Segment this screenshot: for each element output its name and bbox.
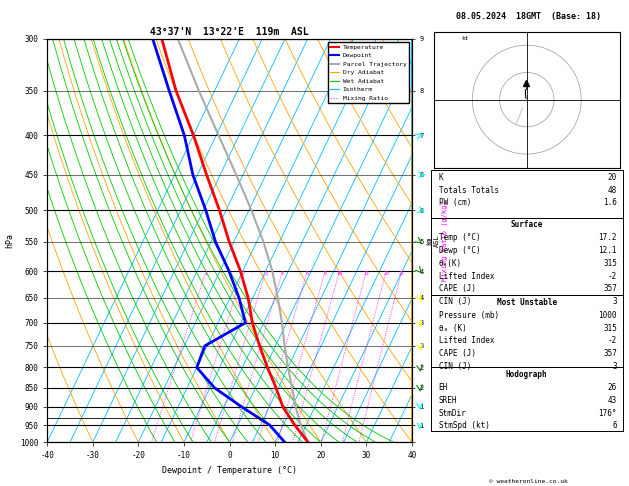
- Text: 3: 3: [264, 271, 267, 276]
- Text: K: K: [438, 173, 443, 182]
- Text: CIN (J): CIN (J): [438, 297, 471, 306]
- Text: Hodograph: Hodograph: [506, 370, 548, 379]
- Text: Lifted Index: Lifted Index: [438, 272, 494, 280]
- Text: CIN (J): CIN (J): [438, 362, 471, 371]
- Text: EH: EH: [438, 383, 448, 392]
- Text: 1000: 1000: [598, 311, 617, 320]
- Text: 4: 4: [281, 271, 284, 276]
- Text: Totals Totals: Totals Totals: [438, 186, 499, 194]
- Text: Lifted Index: Lifted Index: [438, 336, 494, 346]
- Text: Pressure (mb): Pressure (mb): [438, 311, 499, 320]
- Text: 26: 26: [608, 383, 617, 392]
- Text: Temp (°C): Temp (°C): [438, 233, 480, 242]
- Text: PW (cm): PW (cm): [438, 198, 471, 208]
- Bar: [431, 170, 623, 218]
- Text: 8: 8: [324, 271, 326, 276]
- Bar: [431, 218, 623, 295]
- Text: SREH: SREH: [438, 396, 457, 405]
- Text: 15: 15: [364, 271, 369, 276]
- Text: -2: -2: [608, 336, 617, 346]
- Text: 1: 1: [204, 271, 208, 276]
- Text: 2: 2: [242, 271, 244, 276]
- Text: 357: 357: [603, 284, 617, 294]
- Text: 20: 20: [383, 271, 389, 276]
- Text: Most Unstable: Most Unstable: [497, 298, 557, 307]
- Text: 176°: 176°: [598, 409, 617, 417]
- Y-axis label: hPa: hPa: [5, 233, 14, 248]
- Text: θₑ(K): θₑ(K): [438, 259, 462, 268]
- Text: 315: 315: [603, 259, 617, 268]
- Text: 1.6: 1.6: [603, 198, 617, 208]
- Text: © weatheronline.co.uk: © weatheronline.co.uk: [489, 479, 568, 484]
- Text: 48: 48: [608, 186, 617, 194]
- Text: 20: 20: [608, 173, 617, 182]
- Text: 3: 3: [612, 362, 617, 371]
- Text: 357: 357: [603, 349, 617, 358]
- Bar: [431, 295, 623, 367]
- Text: θₑ (K): θₑ (K): [438, 324, 466, 332]
- Text: Mixing Ratio (g/kg): Mixing Ratio (g/kg): [441, 200, 448, 281]
- Text: 25: 25: [399, 271, 404, 276]
- Bar: [431, 367, 623, 432]
- Legend: Temperature, Dewpoint, Parcel Trajectory, Dry Adiabat, Wet Adiabat, Isotherm, Mi: Temperature, Dewpoint, Parcel Trajectory…: [328, 42, 409, 104]
- Text: -2: -2: [608, 272, 617, 280]
- Text: StmDir: StmDir: [438, 409, 466, 417]
- Text: StmSpd (kt): StmSpd (kt): [438, 421, 489, 430]
- Text: 315: 315: [603, 324, 617, 332]
- Text: CAPE (J): CAPE (J): [438, 349, 476, 358]
- Text: 3: 3: [612, 297, 617, 306]
- Text: kt: kt: [462, 36, 469, 41]
- Text: CAPE (J): CAPE (J): [438, 284, 476, 294]
- Text: 43: 43: [608, 396, 617, 405]
- Text: 12.1: 12.1: [598, 246, 617, 255]
- Text: Surface: Surface: [511, 221, 543, 229]
- Text: 08.05.2024  18GMT  (Base: 18): 08.05.2024 18GMT (Base: 18): [456, 12, 601, 21]
- Text: 17.2: 17.2: [598, 233, 617, 242]
- Text: Dewp (°C): Dewp (°C): [438, 246, 480, 255]
- X-axis label: Dewpoint / Temperature (°C): Dewpoint / Temperature (°C): [162, 466, 297, 475]
- Text: 6: 6: [306, 271, 309, 276]
- Title: 43°37'N  13°22'E  119m  ASL: 43°37'N 13°22'E 119m ASL: [150, 27, 309, 37]
- Y-axis label: km
ASL: km ASL: [426, 234, 440, 247]
- Text: 6: 6: [612, 421, 617, 430]
- Text: 10: 10: [337, 271, 342, 276]
